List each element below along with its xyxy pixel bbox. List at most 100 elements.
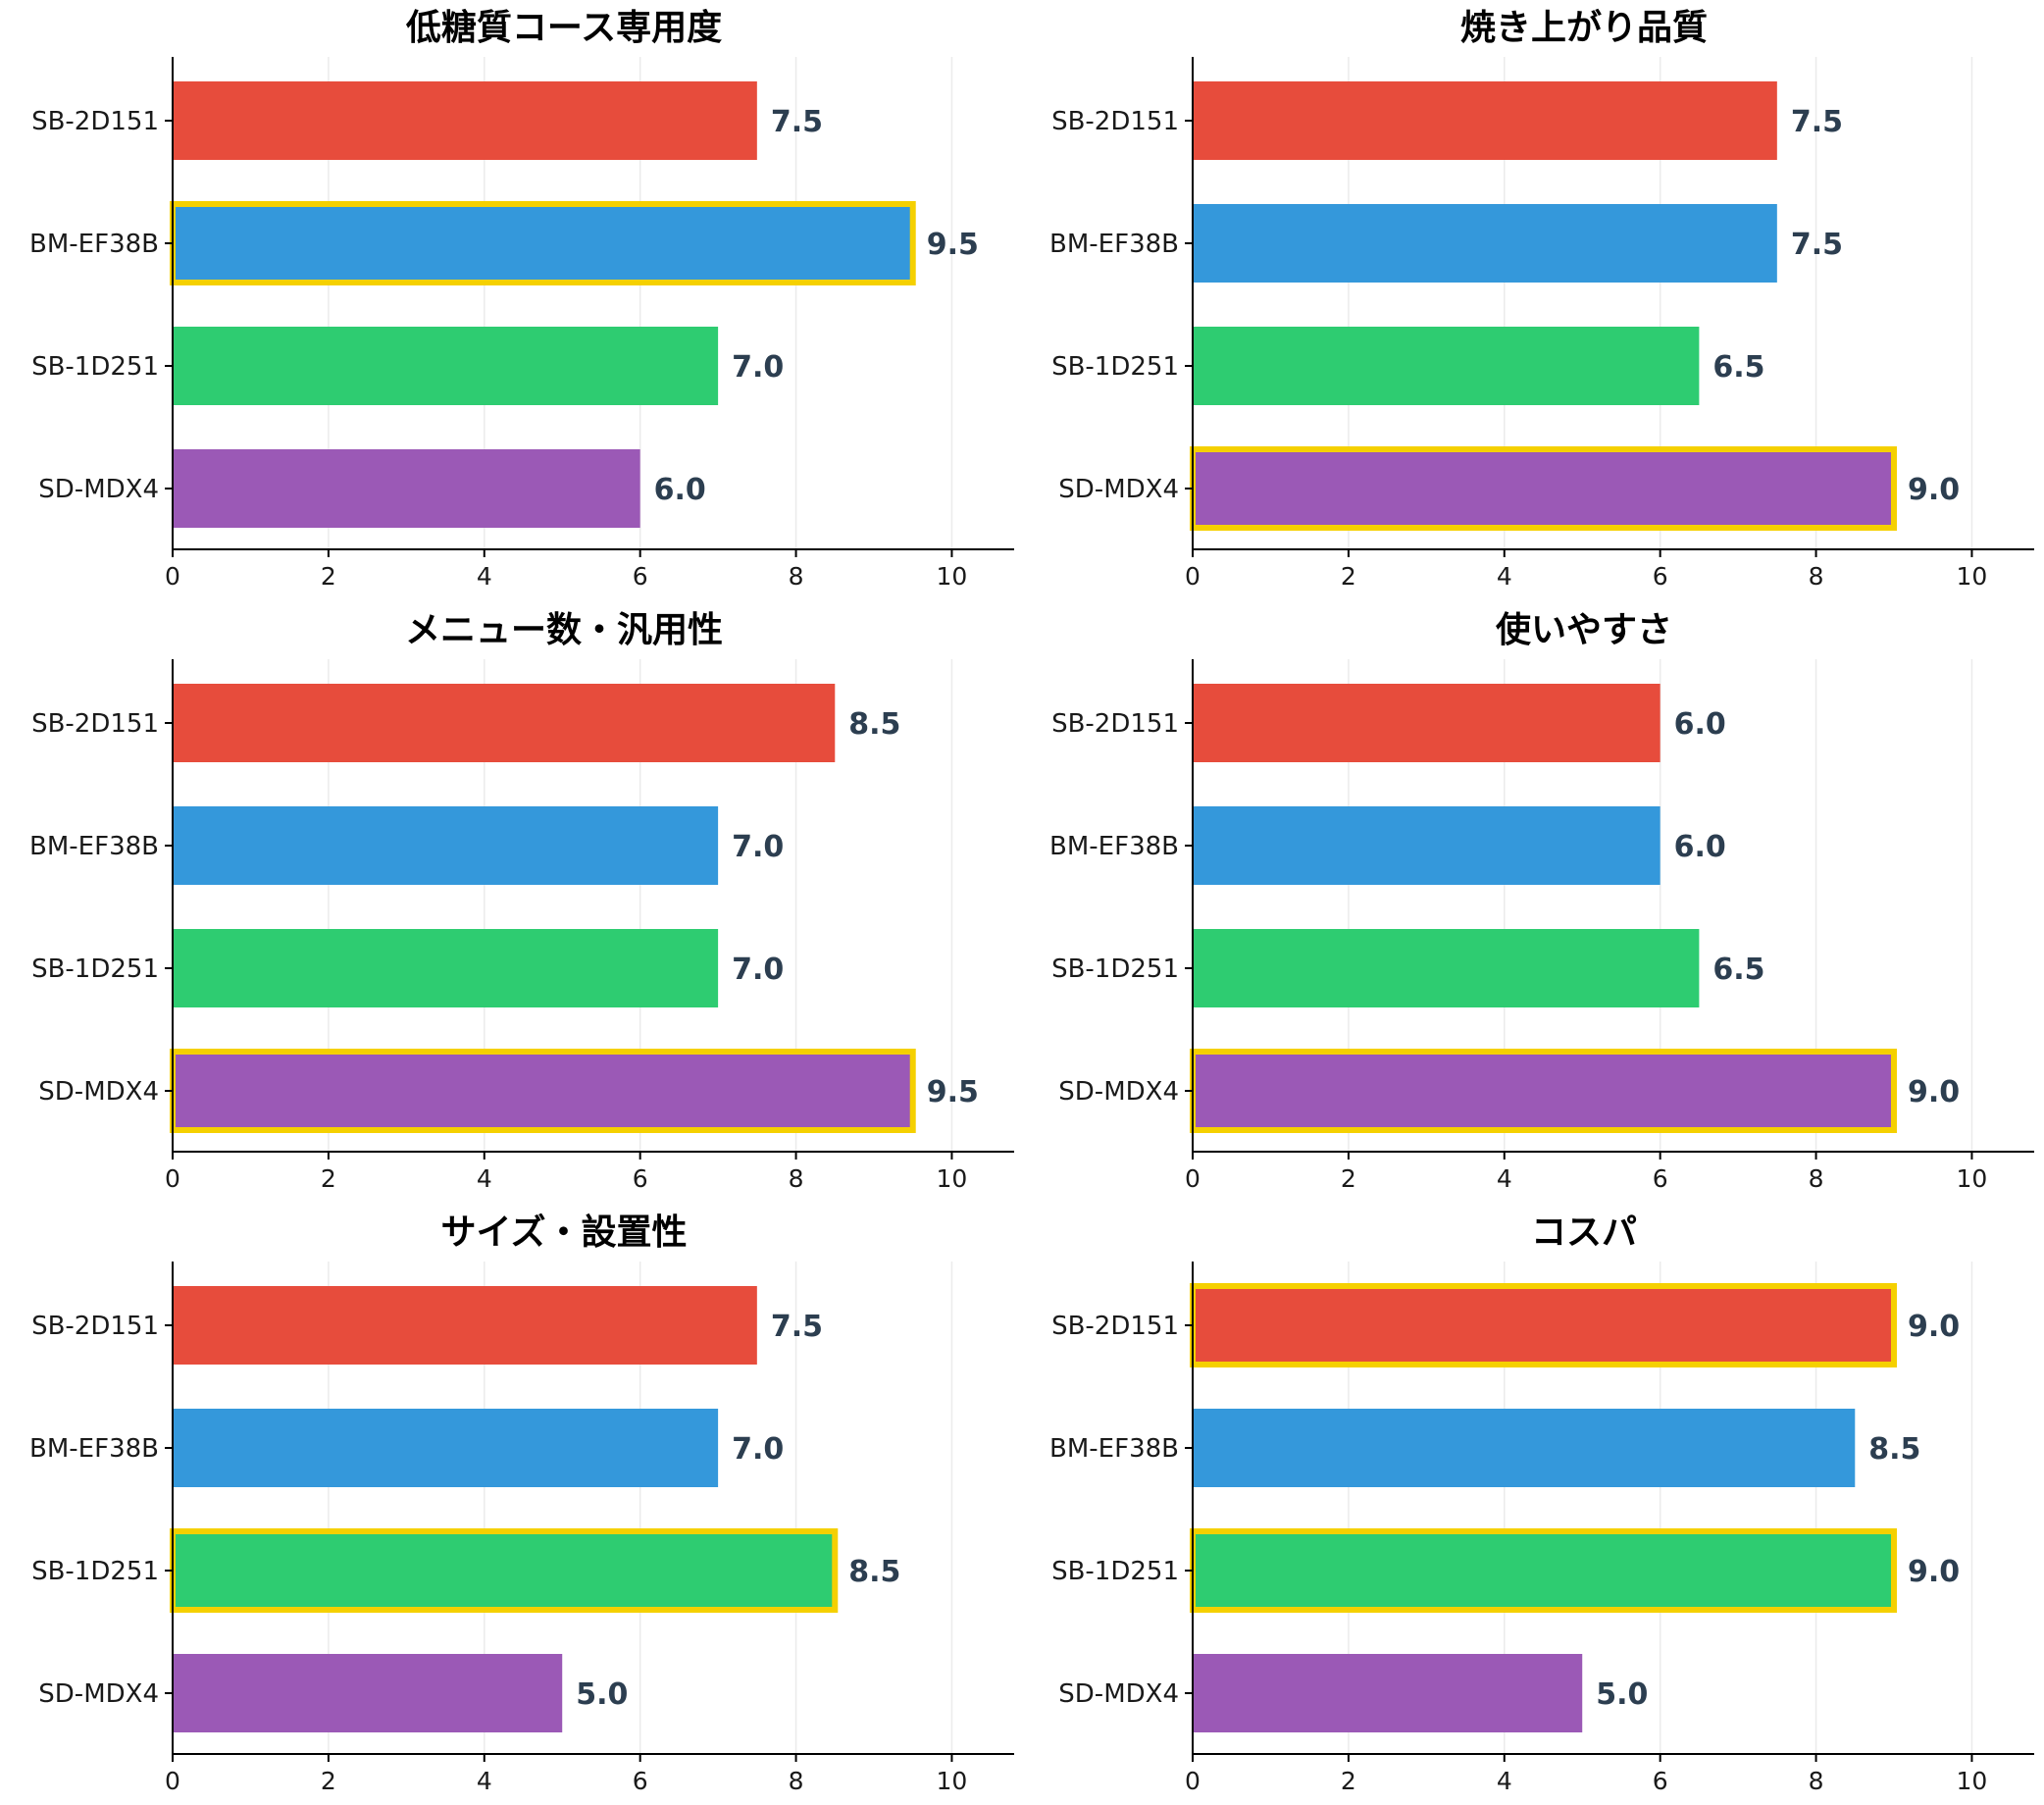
- bar: [1190, 1283, 1897, 1367]
- bar: [1193, 1409, 1856, 1487]
- x-tick-label: 8: [1809, 1767, 1824, 1795]
- x-tick-label: 0: [165, 1767, 180, 1795]
- panel-title: メニュー数・汎用性: [405, 610, 723, 650]
- x-tick-label: 0: [1185, 1767, 1201, 1795]
- panel-title: 低糖質コース専用度: [406, 8, 722, 48]
- x-tick-label: 10: [937, 562, 968, 591]
- bar: [1193, 327, 1700, 405]
- value-label: 5.0: [1596, 1677, 1648, 1712]
- bar: [1190, 1528, 1897, 1613]
- value-label: 8.5: [1868, 1432, 1920, 1467]
- category-label: BM-EF38B: [1049, 230, 1179, 259]
- x-tick-label: 2: [321, 1767, 336, 1795]
- category-label: SB-1D251: [31, 1557, 159, 1586]
- value-label: 9.0: [1908, 1310, 1960, 1344]
- category-label: SB-2D151: [1051, 1312, 1179, 1341]
- value-label: 9.0: [1908, 473, 1960, 507]
- category-label: BM-EF38B: [1049, 1434, 1179, 1464]
- category-label: BM-EF38B: [29, 230, 159, 259]
- bar: [173, 684, 836, 762]
- value-label: 6.0: [654, 473, 706, 507]
- value-label: 7.5: [771, 1310, 823, 1344]
- value-label: 6.5: [1712, 350, 1764, 385]
- value-label: 7.0: [732, 953, 784, 987]
- chart-panel-3: メニュー数・汎用性 0 2 4 6 8 10 SB-2D151 8.5 BM-EF38B 7.0 SB…: [29, 610, 1014, 1193]
- x-tick-label: 6: [633, 562, 648, 591]
- chart-panel-2: 焼き上がり品質 0 2 4 6 8 10 SB-2D151 7.5 BM-EF38B 7.5 SB-1…: [1049, 8, 2034, 591]
- value-label: 7.0: [732, 830, 784, 864]
- category-label: BM-EF38B: [29, 1434, 159, 1464]
- x-tick-label: 6: [1653, 1767, 1668, 1795]
- bar: [170, 1049, 916, 1133]
- category-label: SB-2D151: [1051, 709, 1179, 739]
- x-tick-label: 4: [477, 562, 492, 591]
- panel-title: コスパ: [1531, 1212, 1637, 1253]
- bar: [173, 449, 640, 528]
- bar: [173, 1409, 719, 1487]
- panel-title: 使いやすさ: [1496, 610, 1672, 650]
- x-tick-label: 2: [1341, 1767, 1356, 1795]
- chart-panel-5: サイズ・設置性 0 2 4 6 8 10 SB-2D151 7.5 BM-EF38B 7.0 SB-1…: [29, 1212, 1014, 1795]
- category-label: SD-MDX4: [1058, 1679, 1179, 1709]
- bar: [173, 1286, 757, 1365]
- bar: [1193, 806, 1661, 885]
- category-label: SB-1D251: [1051, 954, 1179, 984]
- bar: [173, 929, 719, 1007]
- value-label: 9.0: [1908, 1075, 1960, 1109]
- category-label: SD-MDX4: [38, 1077, 159, 1107]
- x-tick-label: 0: [1185, 562, 1201, 591]
- value-label: 7.5: [1791, 228, 1843, 262]
- category-label: SD-MDX4: [1058, 1077, 1179, 1107]
- x-tick-label: 0: [165, 1164, 180, 1193]
- x-tick-label: 10: [1957, 1164, 1988, 1193]
- category-label: SB-1D251: [31, 352, 159, 382]
- bar: [173, 806, 719, 885]
- x-tick-label: 6: [1653, 1164, 1668, 1193]
- x-tick-label: 8: [1809, 562, 1824, 591]
- category-label: SD-MDX4: [38, 1679, 159, 1709]
- bar: [1193, 81, 1777, 160]
- bar: [173, 1654, 563, 1732]
- panel-title: サイズ・設置性: [441, 1212, 688, 1253]
- x-tick-label: 2: [1341, 1164, 1356, 1193]
- value-label: 9.0: [1908, 1555, 1960, 1589]
- x-tick-label: 6: [633, 1767, 648, 1795]
- bar: [173, 81, 757, 160]
- category-label: SB-1D251: [31, 954, 159, 984]
- x-tick-label: 4: [477, 1164, 492, 1193]
- x-tick-label: 8: [1809, 1164, 1824, 1193]
- panel-title: 焼き上がり品質: [1460, 8, 1708, 48]
- x-tick-label: 10: [1957, 1767, 1988, 1795]
- category-label: BM-EF38B: [29, 832, 159, 861]
- value-label: 5.0: [576, 1677, 628, 1712]
- x-tick-label: 4: [477, 1767, 492, 1795]
- value-label: 7.5: [771, 105, 823, 139]
- x-tick-label: 6: [1653, 562, 1668, 591]
- bar: [170, 1528, 839, 1613]
- bar: [173, 327, 719, 405]
- x-tick-label: 10: [937, 1164, 968, 1193]
- x-tick-label: 10: [1957, 562, 1988, 591]
- category-label: SB-2D151: [31, 107, 159, 136]
- x-tick-label: 8: [789, 1767, 804, 1795]
- value-label: 9.5: [927, 1075, 979, 1109]
- category-label: BM-EF38B: [1049, 832, 1179, 861]
- x-tick-label: 6: [633, 1164, 648, 1193]
- bar: [1190, 1049, 1897, 1133]
- category-label: SD-MDX4: [1058, 475, 1179, 504]
- x-tick-label: 4: [1497, 562, 1512, 591]
- x-tick-label: 2: [1341, 562, 1356, 591]
- value-label: 7.0: [732, 350, 784, 385]
- x-tick-label: 10: [937, 1767, 968, 1795]
- value-label: 7.5: [1791, 105, 1843, 139]
- chart-panel-6: コスパ 0 2 4 6 8 10 SB-2D151 9.0 BM-EF38B 8.5 SB-1D251…: [1049, 1212, 2034, 1795]
- x-tick-label: 4: [1497, 1164, 1512, 1193]
- x-tick-label: 4: [1497, 1767, 1512, 1795]
- x-tick-label: 2: [321, 1164, 336, 1193]
- value-label: 6.0: [1674, 830, 1726, 864]
- bar: [1190, 446, 1897, 531]
- bar: [1193, 684, 1661, 762]
- value-label: 7.0: [732, 1432, 784, 1467]
- value-label: 6.0: [1674, 707, 1726, 742]
